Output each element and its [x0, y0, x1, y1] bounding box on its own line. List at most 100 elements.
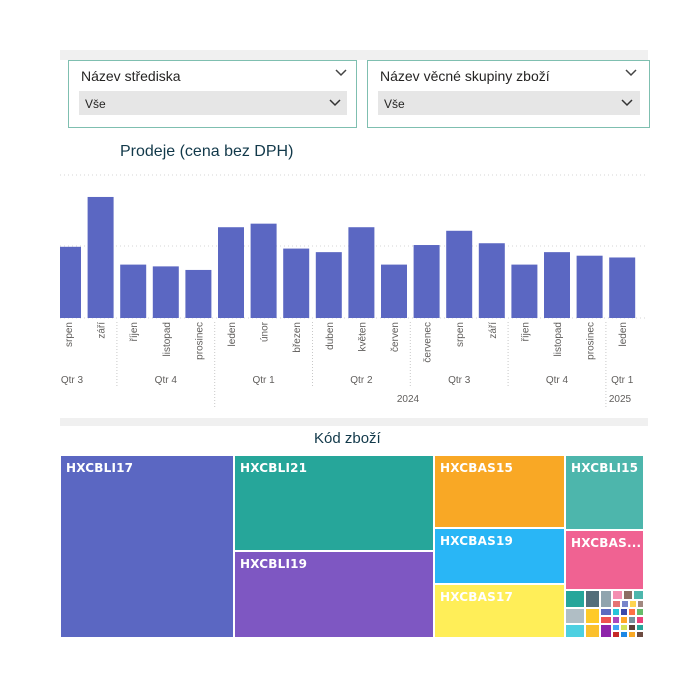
treemap-cell-hxcbli15[interactable]: HXCBLI15 [565, 455, 644, 530]
slicer-group-value: Vše [384, 97, 405, 111]
bar[interactable] [218, 227, 244, 318]
slicer-group-dropdown[interactable]: Vše [378, 91, 640, 115]
treemap-tile[interactable] [600, 590, 612, 608]
treemap-tile[interactable] [585, 590, 600, 608]
treemap-tile[interactable] [620, 616, 628, 624]
treemap-tile[interactable] [621, 600, 629, 608]
month-tick-label: leden [227, 322, 238, 346]
quarter-label: Qtr 2 [350, 375, 373, 386]
bar[interactable] [283, 248, 310, 318]
treemap-tile[interactable] [620, 631, 628, 638]
sales-bar-chart: srpen září říjen listopad prosinec leden únor b… [55, 174, 648, 408]
treemap-tile[interactable] [629, 600, 637, 608]
slicer-center: Název střediska Vše [68, 60, 357, 128]
treemap-tile[interactable] [620, 624, 628, 631]
treemap-cell-hxcbas17[interactable]: HXCBAS17 [434, 584, 565, 638]
month-tick-label: listopad [553, 322, 564, 356]
treemap-small-tiles [565, 590, 644, 638]
quarter-label: Qtr 4 [546, 375, 569, 386]
treemap-tile[interactable] [600, 616, 612, 624]
bar[interactable] [185, 269, 212, 318]
treemap-label: HXCBAS... [571, 536, 642, 550]
treemap-tile[interactable] [612, 608, 620, 616]
treemap-tile[interactable] [565, 624, 585, 638]
bar[interactable] [55, 246, 81, 318]
bar[interactable] [381, 264, 407, 318]
treemap-label: HXCBLI19 [240, 557, 308, 571]
treemap-cell-hxcbli19[interactable]: HXCBLI19 [234, 551, 434, 638]
treemap-tile[interactable] [600, 624, 612, 638]
month-tick-label: říjen [129, 322, 140, 341]
bar[interactable] [348, 227, 375, 318]
treemap-label: HXCBLI15 [571, 461, 639, 475]
treemap-cell-hxcbli17[interactable]: HXCBLI17 [60, 455, 234, 638]
month-tick-label: říjen [520, 322, 531, 341]
bar[interactable] [511, 264, 538, 318]
treemap-tile[interactable] [585, 624, 600, 638]
treemap-tile[interactable] [628, 624, 636, 631]
treemap-tile[interactable] [636, 624, 644, 631]
treemap-tile[interactable] [637, 600, 644, 608]
chevron-down-icon[interactable] [334, 67, 348, 79]
quarter-label: Qtr 1 [252, 375, 275, 386]
bar[interactable] [152, 266, 179, 318]
month-tick-label: srpen [455, 322, 466, 347]
month-tick-label: březen [292, 322, 303, 353]
month-tick-label: duben [325, 322, 336, 350]
slicer-group-title: Název věcné skupiny zboží [380, 68, 550, 84]
treemap-tile[interactable] [612, 590, 623, 600]
bar[interactable] [87, 196, 114, 318]
treemap-cell-hxcbli21[interactable]: HXCBLI21 [234, 455, 434, 551]
month-tick-label: červenec [423, 322, 434, 363]
bar[interactable] [446, 230, 473, 318]
treemap-title: Kód zboží [314, 430, 381, 447]
chevron-down-icon [621, 99, 633, 107]
bar[interactable] [413, 245, 440, 318]
treemap-tile[interactable] [628, 616, 636, 624]
middle-band [60, 418, 648, 426]
treemap-tile[interactable] [565, 608, 585, 624]
month-tick-label: listopad [162, 322, 173, 356]
treemap-tile[interactable] [565, 590, 585, 608]
treemap-tile[interactable] [612, 600, 621, 608]
quarter-label: Qtr 3 [448, 375, 471, 386]
treemap-tile[interactable] [633, 590, 644, 600]
treemap-tile[interactable] [628, 631, 636, 638]
bar[interactable] [478, 243, 505, 318]
quarter-label: Qtr 3 [61, 375, 84, 386]
treemap-tile[interactable] [636, 616, 644, 624]
treemap-label: HXCBLI17 [66, 461, 134, 475]
treemap-tile[interactable] [612, 616, 620, 624]
treemap-cell-hxcbas-other[interactable]: HXCBAS... [565, 530, 644, 590]
treemap-label: HXCBAS15 [440, 461, 514, 475]
year-label: 2025 [609, 394, 632, 405]
treemap-tile[interactable] [600, 608, 612, 616]
treemap-tile[interactable] [623, 590, 633, 600]
treemap-label: HXCBAS17 [440, 590, 514, 604]
treemap-cell-hxcbas15[interactable]: HXCBAS15 [434, 455, 565, 528]
quarter-label: Qtr 4 [155, 375, 178, 386]
bar[interactable] [544, 252, 570, 318]
treemap-tile[interactable] [612, 631, 620, 638]
treemap-tile[interactable] [612, 624, 620, 631]
bar[interactable] [609, 257, 636, 318]
treemap-tile[interactable] [585, 608, 600, 624]
sales-chart-title: Prodeje (cena bez DPH) [120, 143, 294, 160]
chevron-down-icon[interactable] [624, 67, 638, 79]
month-tick-label: únor [260, 321, 271, 342]
treemap-label: HXCBAS19 [440, 534, 514, 548]
month-tick-label: leden [618, 322, 629, 346]
slicer-center-dropdown[interactable]: Vše [79, 91, 347, 115]
slicer-center-title: Název střediska [81, 68, 181, 84]
bar[interactable] [250, 223, 277, 318]
treemap-tile[interactable] [620, 608, 628, 616]
bar[interactable] [120, 264, 147, 318]
treemap-cell-hxcbas19[interactable]: HXCBAS19 [434, 528, 565, 584]
treemap-tile[interactable] [636, 631, 644, 638]
year-label: 2024 [397, 394, 420, 405]
bar[interactable] [315, 252, 342, 318]
bar[interactable] [576, 255, 603, 318]
treemap-tile[interactable] [636, 608, 644, 616]
treemap-tile[interactable] [628, 608, 636, 616]
month-tick-label: červen [390, 322, 401, 352]
